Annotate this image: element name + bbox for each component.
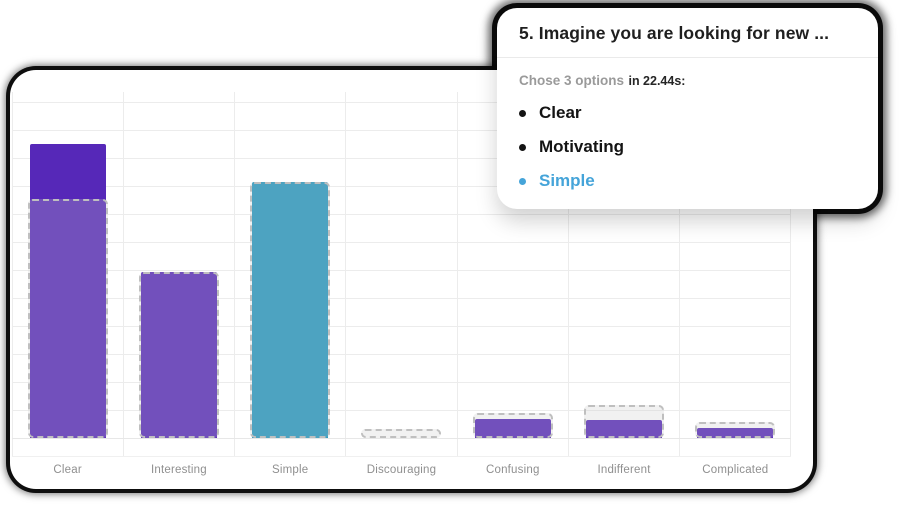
- axis-extension-column: [680, 439, 791, 456]
- chart-axis-extension: [12, 439, 791, 457]
- x-axis-label-simple: Simple: [272, 464, 309, 476]
- question-header: 5. Imagine you are looking for new ...: [497, 8, 878, 58]
- bar-clear[interactable]: [28, 92, 109, 438]
- x-axis-label-confusing: Confusing: [485, 464, 540, 476]
- bullet-icon: [519, 177, 526, 185]
- bar-fill-simple[interactable]: [252, 181, 329, 438]
- x-axis-label-complicated: Complicated: [702, 464, 769, 476]
- axis-extension-column: [124, 439, 236, 456]
- bar-indifferent[interactable]: [583, 92, 664, 438]
- option-item-clear: Clear: [519, 96, 856, 130]
- x-axis-labels: Clear Interesting Simple Discouraging Confus…: [12, 457, 791, 476]
- bar-fill-indifferent[interactable]: [585, 420, 662, 438]
- bullet-icon: [519, 143, 526, 151]
- x-axis-label-indifferent: Indifferent: [597, 464, 651, 476]
- chart-column-discouraging: [346, 92, 458, 438]
- option-label: Clear: [539, 103, 582, 122]
- bar-interesting[interactable]: [139, 92, 220, 438]
- chose-options-text: Chose 3 options: [519, 73, 625, 88]
- bullet-icon: [519, 109, 526, 117]
- x-axis-label-discouraging: Discouraging: [366, 464, 437, 476]
- chart-column-interesting: [124, 92, 236, 438]
- chosen-options-list: Clear Motivating Simple: [519, 96, 856, 198]
- bar-dashed-outline-indifferent[interactable]: [583, 405, 664, 438]
- option-label: Motivating: [539, 137, 624, 156]
- axis-extension-column: [458, 439, 569, 456]
- bar-complicated[interactable]: [694, 92, 775, 438]
- bar-dashed-outline-simple[interactable]: [250, 181, 331, 438]
- option-item-simple: Simple: [519, 164, 856, 198]
- response-body: Chose 3 options in 22.44s: Clear Motivat…: [497, 58, 878, 208]
- axis-extension-column: [569, 439, 680, 456]
- axis-extension-column: [12, 439, 125, 456]
- x-axis-label-interesting: Interesting: [150, 464, 207, 476]
- chart-column-confusing: [458, 92, 569, 438]
- x-axis-label-clear: Clear: [53, 464, 82, 476]
- bar-fill-confusing[interactable]: [474, 418, 551, 438]
- bar-fill-interesting[interactable]: [141, 271, 218, 438]
- bar-dashed-outline-clear[interactable]: [28, 199, 109, 438]
- bar-dashed-outline-discouraging[interactable]: [361, 429, 442, 438]
- bar-simple[interactable]: [250, 92, 331, 438]
- chart-plot-area: [12, 92, 791, 439]
- bar-chart: Clear Interesting Simple Discouraging Confus…: [10, 70, 813, 476]
- chart-column-simple: [235, 92, 347, 438]
- bar-dashed-outline-confusing[interactable]: [472, 413, 553, 438]
- bar-fill-clear[interactable]: [30, 143, 107, 438]
- bar-dashed-outline-complicated[interactable]: [694, 422, 775, 438]
- bar-discouraging[interactable]: [361, 92, 442, 438]
- option-item-motivating: Motivating: [519, 130, 856, 164]
- bar-dashed-outline-interesting[interactable]: [139, 271, 220, 438]
- question-title: 5. Imagine you are looking for new ...: [519, 23, 830, 43]
- chart-column-clear: [12, 92, 125, 438]
- bar-fill-complicated[interactable]: [696, 427, 773, 438]
- bar-confusing[interactable]: [472, 92, 553, 438]
- option-label: Simple: [539, 171, 595, 190]
- axis-extension-column: [346, 439, 458, 456]
- axis-extension-column: [235, 439, 347, 456]
- response-summary: Chose 3 options in 22.44s:: [519, 72, 856, 90]
- chart-column-complicated: [680, 92, 791, 438]
- chart-column-indifferent: [569, 92, 680, 438]
- response-time-text: in 22.44s:: [628, 74, 686, 88]
- response-popover-card: 5. Imagine you are looking for new ... C…: [497, 8, 878, 209]
